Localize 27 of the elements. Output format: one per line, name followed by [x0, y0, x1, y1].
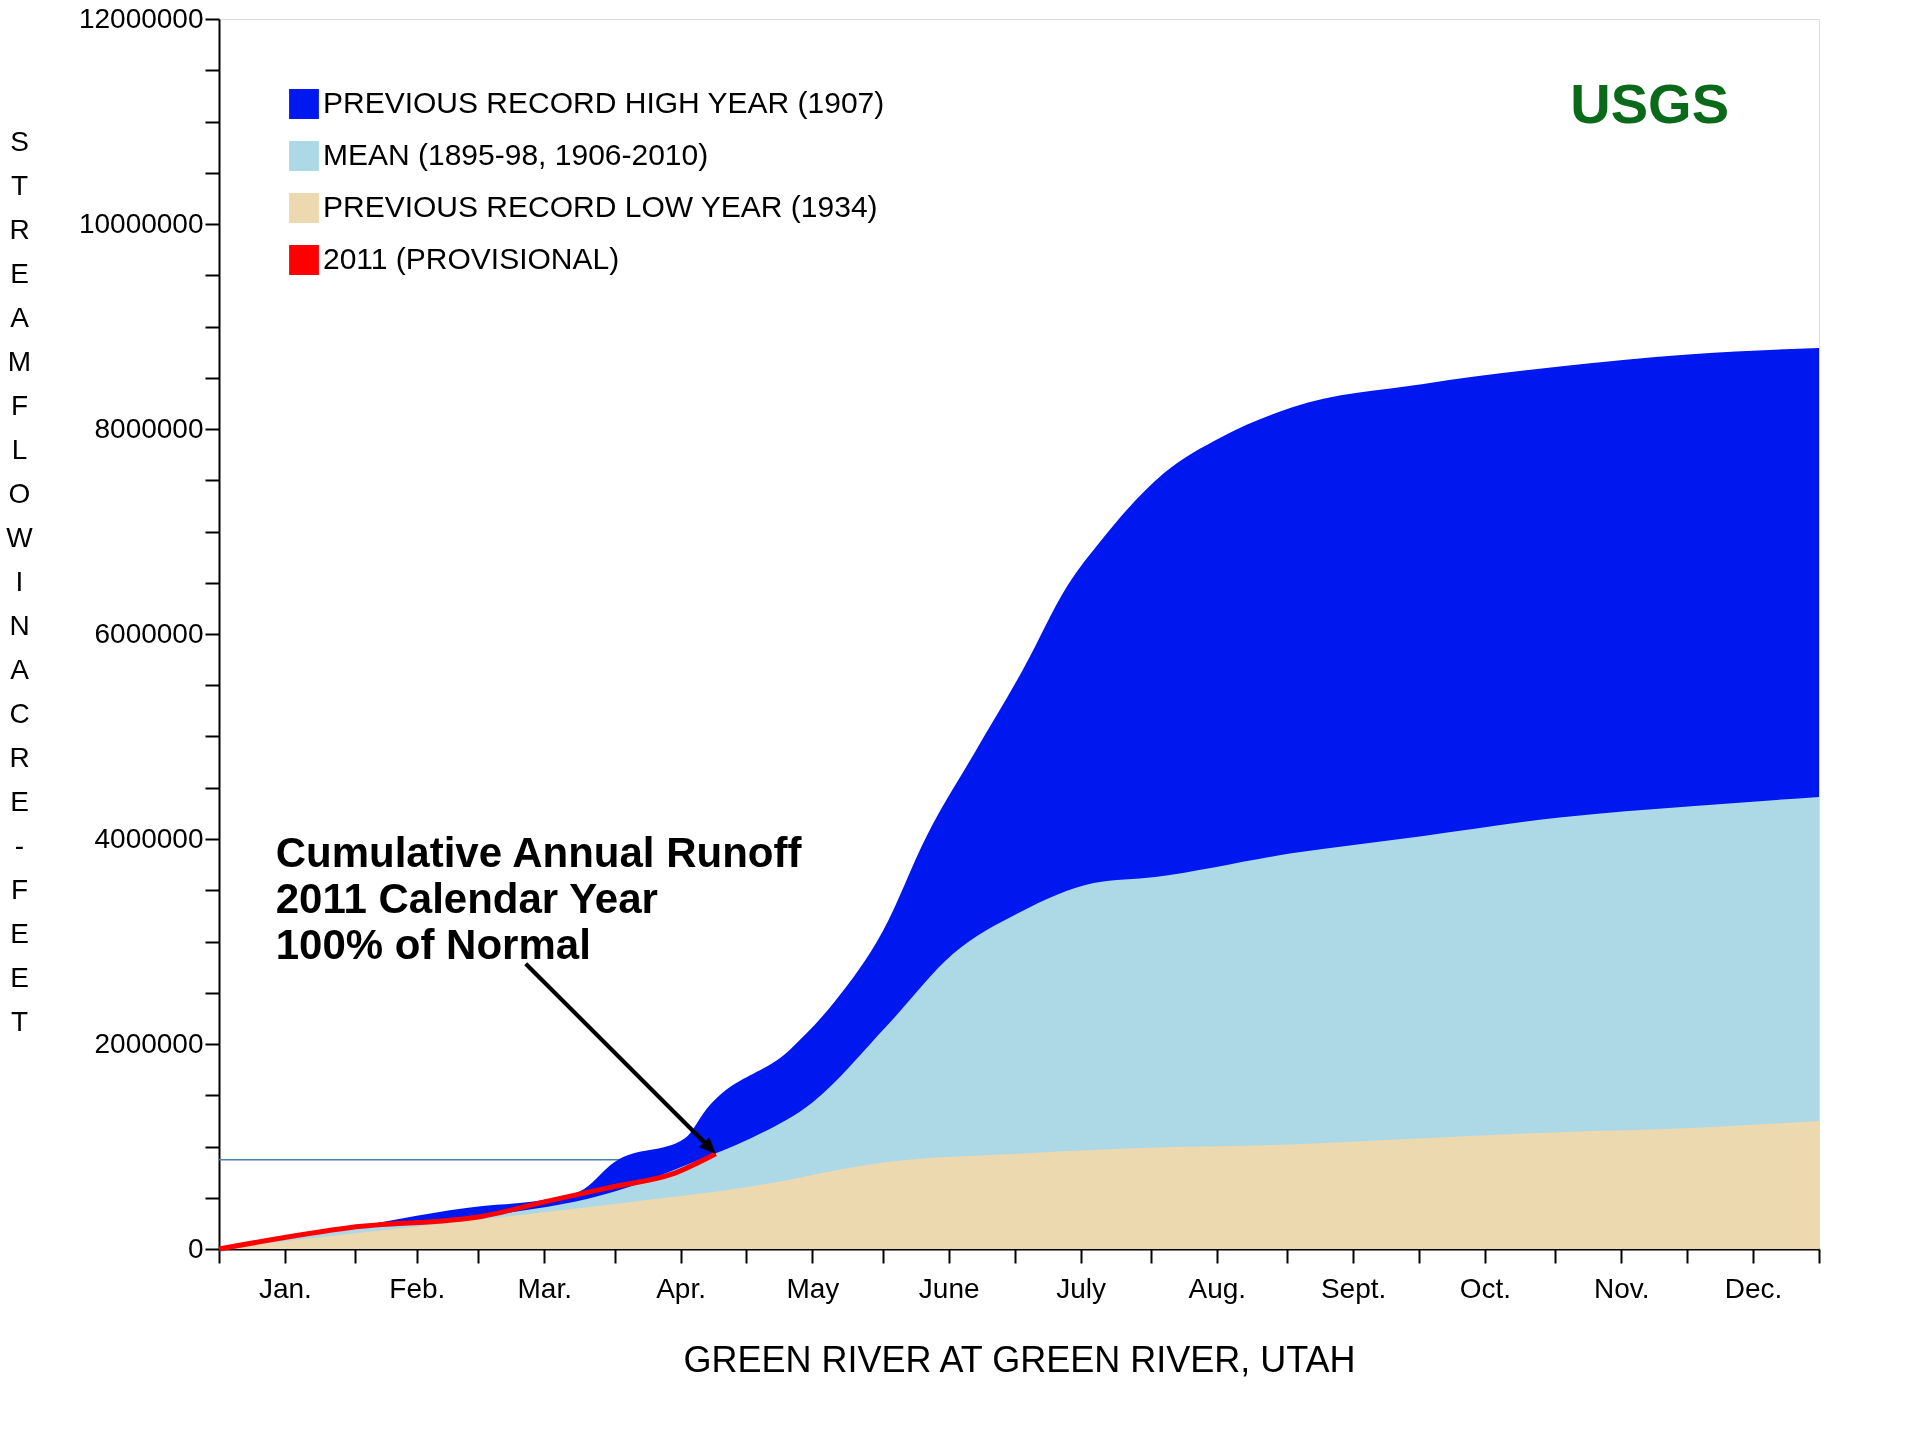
y-tick-label: 0 — [187, 1232, 204, 1264]
annotation: USGS — [1570, 72, 1729, 135]
x-tick-label: Sept. — [1320, 1272, 1387, 1304]
x-tick-label: Jan. — [258, 1272, 312, 1304]
x-tick-label: Apr. — [656, 1272, 706, 1304]
legend-label: 2011 (PROVISIONAL) — [323, 242, 620, 275]
y-tick-label: 8000000 — [94, 412, 204, 444]
annotation: Cumulative Annual Runoff 2011 Calendar Year 100% of Normal — [275, 828, 803, 968]
x-tick-label: Dec. — [1724, 1272, 1783, 1304]
x-tick-label: May — [786, 1272, 840, 1304]
x-tick-label: Oct. — [1459, 1272, 1512, 1304]
x-tick-label: Nov. — [1593, 1272, 1650, 1304]
y-tick-label: 2000000 — [94, 1027, 204, 1059]
legend-label: PREVIOUS RECORD HIGH YEAR (1907) — [323, 86, 885, 119]
legend-label: MEAN (1895-98, 1906-2010) — [323, 138, 709, 171]
x-tick-label: Mar. — [517, 1272, 573, 1304]
y-tick-label: 10000000 — [78, 207, 204, 239]
x-tick-label: Aug. — [1188, 1272, 1247, 1304]
x-axis-title: GREEN RIVER AT GREEN RIVER, UTAH — [683, 1338, 1356, 1380]
x-tick-label: July — [1056, 1272, 1106, 1304]
y-tick-label: 6000000 — [94, 617, 204, 649]
x-tick-label: June — [918, 1272, 980, 1304]
text: STREAMFLOW IN ACRE-FEET — [6, 125, 33, 1037]
x-tick-label: Feb. — [389, 1272, 446, 1304]
y-tick-label: 4000000 — [94, 822, 204, 854]
y-tick-label: 12000000 — [78, 2, 204, 34]
legend-label: PREVIOUS RECORD LOW YEAR (1934) — [323, 190, 878, 223]
